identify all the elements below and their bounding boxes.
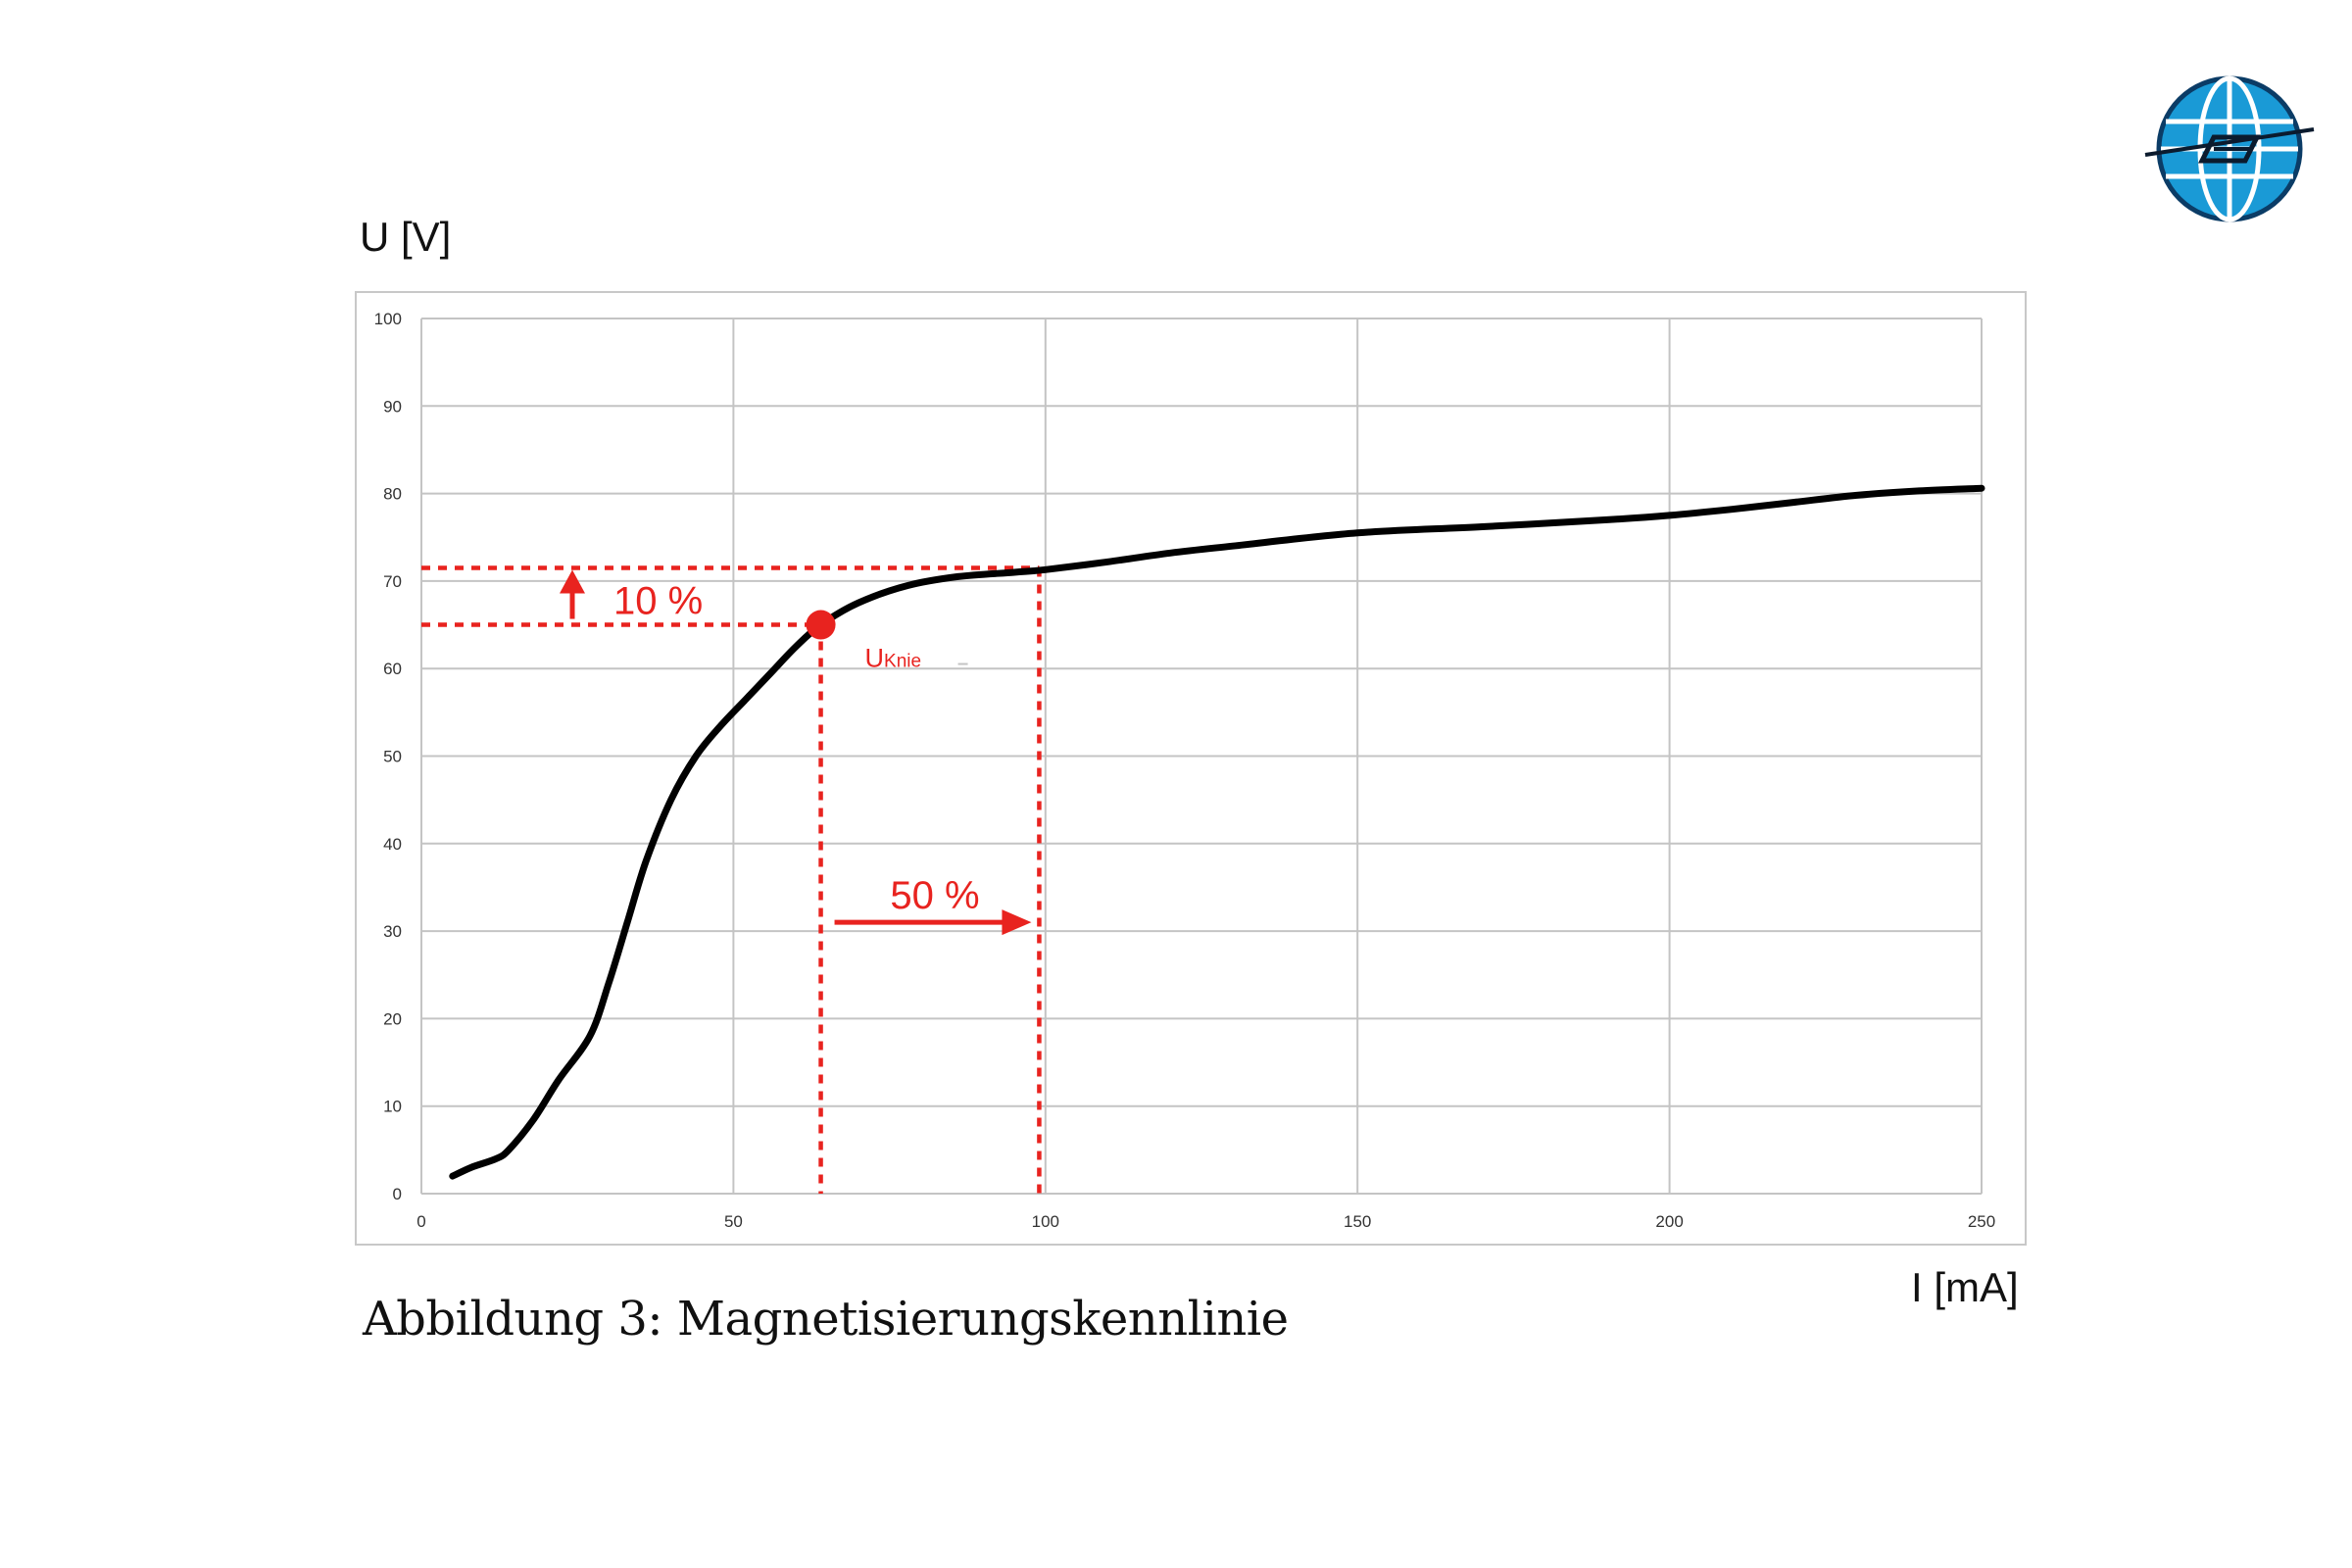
y-tick-label: 20 xyxy=(383,1009,402,1028)
x-tick-label: 150 xyxy=(1344,1212,1371,1231)
figure-caption: Abbildung 3: Magnetisierungskennlinie xyxy=(363,1292,1289,1347)
knee-point-label: UKnie xyxy=(865,644,922,673)
y-tick-label: 50 xyxy=(383,748,402,766)
x-tick-label: 250 xyxy=(1968,1212,1995,1231)
voltage-arrow-head xyxy=(560,569,585,594)
y-tick-label: 80 xyxy=(383,485,402,504)
y-tick-label: 10 xyxy=(383,1098,402,1116)
chart-frame xyxy=(355,291,2027,1246)
voltage-increase-label: 10 % xyxy=(613,580,703,623)
y-tick-label: 40 xyxy=(383,835,402,854)
x-axis-label: I [mA] xyxy=(1911,1264,2019,1310)
y-tick-label: 70 xyxy=(383,572,402,591)
y-tick-label: 100 xyxy=(374,310,402,328)
globe-logo-icon xyxy=(2144,75,2315,222)
x-tick-label: 0 xyxy=(416,1212,425,1231)
knee-point-marker xyxy=(806,610,836,640)
current-increase-label: 50 % xyxy=(890,874,979,917)
y-tick-label: 60 xyxy=(383,660,402,678)
current-arrow-head xyxy=(1002,909,1032,936)
y-tick-label: 30 xyxy=(383,922,402,941)
magnetization-curve xyxy=(449,484,1985,1180)
x-tick-label: 200 xyxy=(1655,1212,1683,1231)
y-axis-label: U [V] xyxy=(360,214,452,260)
x-tick-label: 50 xyxy=(724,1212,743,1231)
x-tick-label: 100 xyxy=(1032,1212,1059,1231)
y-tick-label: 90 xyxy=(383,397,402,416)
y-tick-label: 0 xyxy=(393,1185,402,1203)
